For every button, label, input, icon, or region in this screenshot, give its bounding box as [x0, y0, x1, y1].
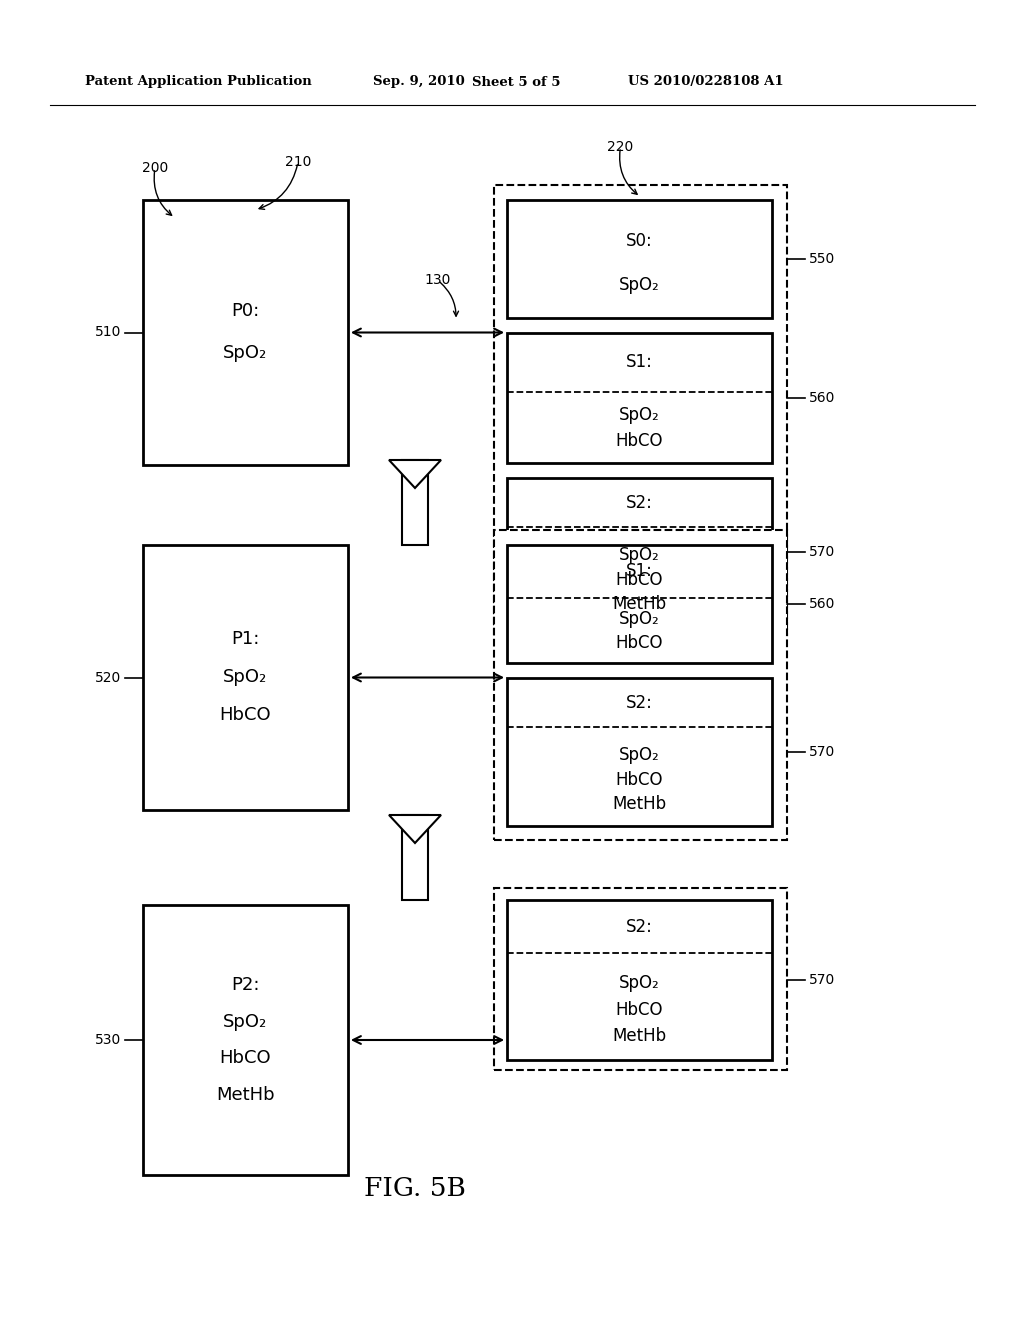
Bar: [494, 888, 787, 1071]
Text: 200: 200: [142, 161, 168, 176]
Text: 530: 530: [95, 1034, 121, 1047]
Text: 550: 550: [809, 252, 836, 267]
Text: HbCO: HbCO: [615, 634, 664, 652]
Text: US 2010/0228108 A1: US 2010/0228108 A1: [628, 75, 783, 88]
Text: HbCO: HbCO: [615, 1002, 664, 1019]
Text: Sheet 5 of 5: Sheet 5 of 5: [472, 75, 560, 88]
Text: S1:: S1:: [626, 352, 653, 371]
Text: S2:: S2:: [626, 919, 653, 936]
Text: SpO₂: SpO₂: [620, 610, 659, 628]
Text: MetHb: MetHb: [216, 1086, 274, 1104]
Text: SpO₂: SpO₂: [620, 974, 659, 993]
Text: SpO₂: SpO₂: [223, 343, 267, 362]
Text: 570: 570: [809, 744, 836, 759]
Text: 570: 570: [809, 973, 836, 987]
Bar: [507, 478, 772, 626]
Text: HbCO: HbCO: [615, 771, 664, 789]
Polygon shape: [389, 459, 441, 488]
Text: SpO₂: SpO₂: [620, 746, 659, 764]
Text: S0:: S0:: [626, 232, 653, 251]
Text: S1:: S1:: [626, 562, 653, 579]
Bar: [507, 678, 772, 826]
Bar: [507, 900, 772, 1060]
Text: Sep. 9, 2010: Sep. 9, 2010: [373, 75, 465, 88]
Text: 220: 220: [607, 140, 634, 154]
Text: 130: 130: [425, 273, 452, 288]
Text: P2:: P2:: [231, 975, 260, 994]
Text: SpO₂: SpO₂: [620, 407, 659, 424]
Text: FIG. 5B: FIG. 5B: [365, 1176, 466, 1200]
Bar: [507, 545, 772, 663]
Text: MetHb: MetHb: [612, 1027, 667, 1045]
Text: MetHb: MetHb: [612, 795, 667, 813]
Text: P0:: P0:: [231, 301, 260, 319]
Text: S2:: S2:: [626, 694, 653, 713]
Bar: [494, 531, 787, 840]
Bar: [507, 333, 772, 463]
Text: HbCO: HbCO: [615, 572, 664, 589]
Bar: [402, 459, 428, 545]
Text: 510: 510: [94, 326, 121, 339]
Bar: [507, 201, 772, 318]
Text: HbCO: HbCO: [615, 432, 664, 450]
Text: HbCO: HbCO: [220, 1049, 271, 1067]
Bar: [143, 201, 348, 465]
Text: MetHb: MetHb: [612, 595, 667, 612]
Bar: [402, 814, 428, 900]
Text: S2:: S2:: [626, 494, 653, 512]
Text: Patent Application Publication: Patent Application Publication: [85, 75, 311, 88]
Bar: [143, 906, 348, 1175]
Text: 570: 570: [809, 545, 836, 558]
Bar: [143, 545, 348, 810]
Text: SpO₂: SpO₂: [620, 276, 659, 294]
Bar: [494, 185, 787, 635]
Text: SpO₂: SpO₂: [223, 1012, 267, 1031]
Text: P1:: P1:: [231, 631, 260, 648]
Text: 210: 210: [285, 154, 311, 169]
Polygon shape: [389, 814, 441, 843]
Text: 560: 560: [809, 597, 836, 611]
Text: SpO₂: SpO₂: [620, 546, 659, 564]
Text: SpO₂: SpO₂: [223, 668, 267, 686]
Text: HbCO: HbCO: [220, 706, 271, 725]
Text: 520: 520: [95, 671, 121, 685]
Text: 560: 560: [809, 391, 836, 405]
